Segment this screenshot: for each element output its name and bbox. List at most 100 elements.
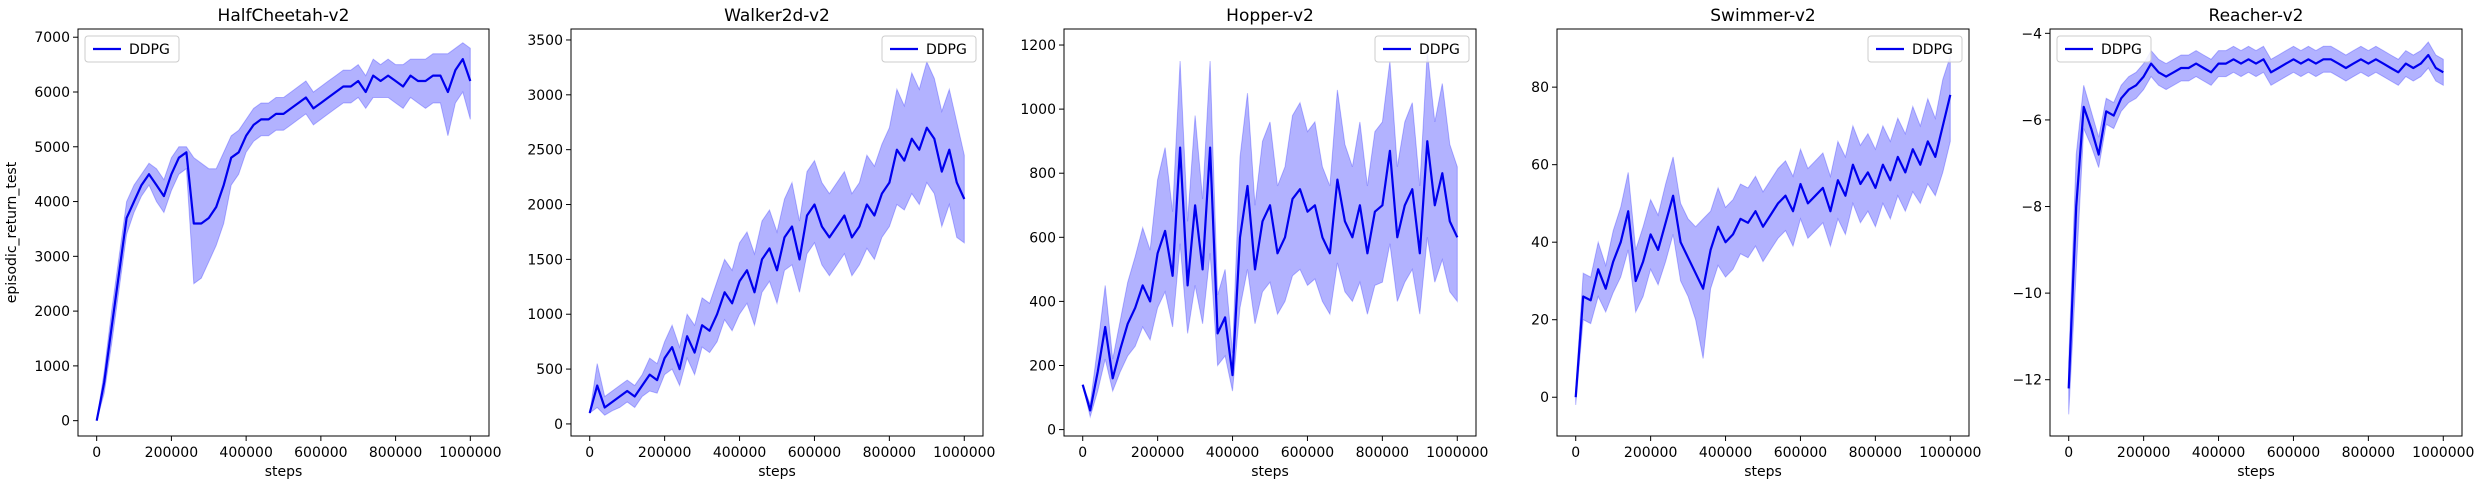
chart-title: Walker2d-v2 (724, 6, 830, 26)
x-tick-label: 0 (585, 445, 594, 461)
x-tick-label: 1000000 (2412, 445, 2474, 461)
y-tick-label: 3000 (527, 88, 563, 104)
y-tick-label: 4000 (34, 195, 70, 211)
x-tick-label: 400000 (2192, 445, 2245, 461)
axes-frame (570, 28, 984, 437)
legend-label: DDPG (1419, 42, 1460, 58)
y-tick-label: 2000 (527, 198, 563, 214)
y-tick-label: 80 (1531, 80, 1549, 96)
chart-panel-3: 0 200000 400000 600000 800000 1000000 0 200 400 6… (1020, 6, 1488, 480)
x-tick-label: 1000000 (1426, 445, 1488, 461)
x-tick-label: 0 (92, 445, 101, 461)
x-tick-label: 400000 (713, 445, 766, 461)
y-tick-label: −12 (2012, 373, 2042, 389)
y-tick-label: 7000 (34, 30, 70, 46)
x-tick-label: 800000 (2342, 445, 2395, 461)
y-tick-label: 20 (1531, 313, 1549, 329)
legend-box (1374, 35, 1470, 63)
y-tick-label: 0 (61, 414, 70, 430)
x-tick-label: 600000 (788, 445, 841, 461)
y-tick-label: 3000 (34, 249, 70, 265)
x-tick-label: 400000 (219, 445, 272, 461)
confidence-band (2068, 41, 2444, 415)
series-line-ddpg (588, 126, 966, 414)
y-tick-label: −6 (2021, 113, 2042, 129)
y-tick-label: 40 (1531, 235, 1549, 251)
axes-frame (1063, 28, 1477, 437)
y-tick-label: 500 (536, 362, 563, 378)
x-tick-label: 800000 (1356, 445, 1409, 461)
y-tick-label: −8 (2021, 200, 2042, 216)
y-tick-label: 3500 (527, 33, 563, 49)
x-tick-label: 800000 (863, 445, 916, 461)
y-tick-label: 1000 (1020, 102, 1056, 118)
x-tick-label: 400000 (1206, 445, 1259, 461)
legend: DDPG (1867, 35, 1963, 63)
legend-box (1867, 35, 1963, 63)
legend-box (881, 35, 977, 63)
y-tick-label: 0 (554, 417, 563, 433)
x-axis-label: steps (1251, 464, 1289, 480)
legend-label: DDPG (2101, 42, 2142, 58)
legend-label: DDPG (129, 42, 170, 58)
x-tick-label: 0 (2064, 445, 2073, 461)
confidence-band (96, 42, 471, 421)
axes-frame (77, 28, 490, 437)
series-line-ddpg (1081, 140, 1459, 412)
x-tick-label: 0 (1078, 445, 1087, 461)
series-line-ddpg (2067, 53, 2444, 389)
x-tick-label: 200000 (1624, 445, 1677, 461)
y-axis-label: episodic_return_test (4, 161, 20, 303)
chart-title: Hopper-v2 (1226, 6, 1314, 26)
chart-panel-5: 0 200000 400000 600000 800000 1000000 −12 −10 −8… (2012, 6, 2474, 480)
x-tick-label: 400000 (1699, 445, 1752, 461)
y-tick-label: 600 (1029, 230, 1056, 246)
y-tick-label: −10 (2012, 286, 2042, 302)
y-tick-label: 200 (1029, 358, 1056, 374)
x-axis-label: steps (1744, 464, 1782, 480)
axes-frame (1556, 28, 1970, 437)
y-tick-label: 2500 (527, 143, 563, 159)
legend-label: DDPG (1912, 42, 1953, 58)
chart-panel-1: 0 200000 400000 600000 800000 1000000 0 1000 200… (4, 6, 501, 480)
x-tick-label: 1000000 (933, 445, 995, 461)
x-tick-label: 800000 (369, 445, 422, 461)
x-axis-label: steps (265, 464, 303, 480)
chart-title: HalfCheetah-v2 (218, 6, 350, 26)
x-tick-label: 1000000 (1919, 445, 1981, 461)
legend: DDPG (84, 35, 180, 63)
x-axis-label: steps (758, 464, 796, 480)
x-tick-label: 800000 (1849, 445, 1902, 461)
legend-box (84, 35, 180, 63)
legend-label: DDPG (926, 42, 967, 58)
chart-panel-4: 0 200000 400000 600000 800000 1000000 0 20 40 60 8… (1531, 6, 1981, 480)
series-line-ddpg (95, 57, 472, 421)
y-tick-label: 1000 (34, 359, 70, 375)
x-tick-label: 200000 (638, 445, 691, 461)
y-tick-label: 6000 (34, 85, 70, 101)
chart-title: Swimmer-v2 (1710, 6, 1815, 26)
y-tick-label: 0 (1540, 390, 1549, 406)
confidence-band (589, 60, 965, 416)
axes-frame (2049, 28, 2463, 437)
x-tick-label: 600000 (2267, 445, 2320, 461)
y-tick-label: 400 (1029, 294, 1056, 310)
legend-box (2056, 35, 2152, 63)
confidence-band (1575, 55, 1951, 406)
y-tick-label: 60 (1531, 158, 1549, 174)
chart-panel-2: 0 200000 400000 600000 800000 1000000 0 500 1000… (527, 6, 995, 480)
y-tick-label: 2000 (34, 304, 70, 320)
x-axis-label: steps (2237, 464, 2275, 480)
legend: DDPG (881, 35, 977, 63)
x-tick-label: 0 (1571, 445, 1580, 461)
x-tick-label: 200000 (1131, 445, 1184, 461)
x-tick-label: 1000000 (439, 445, 501, 461)
legend: DDPG (1374, 35, 1470, 63)
y-tick-label: 5000 (34, 140, 70, 156)
x-tick-label: 600000 (294, 445, 347, 461)
chart-title: Reacher-v2 (2209, 6, 2304, 26)
series-line-ddpg (1574, 94, 1952, 398)
y-tick-label: 800 (1029, 166, 1056, 182)
x-tick-label: 200000 (145, 445, 198, 461)
